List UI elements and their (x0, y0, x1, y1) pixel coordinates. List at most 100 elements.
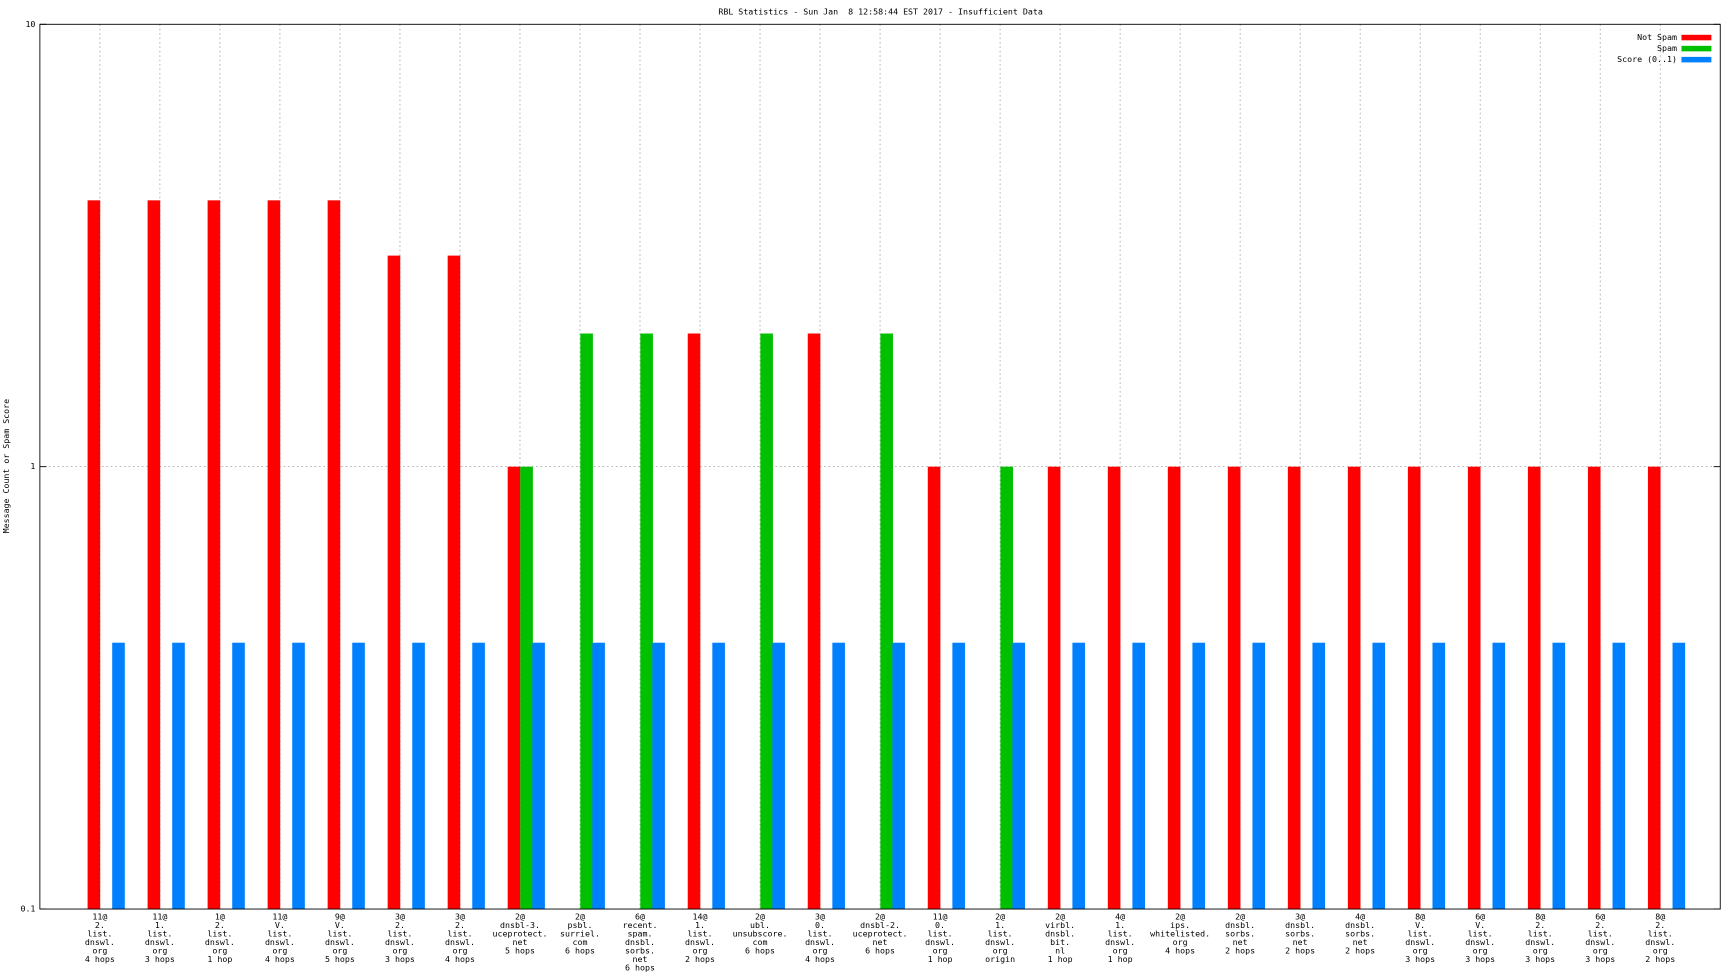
x-tick-label: whitelisted. (1150, 928, 1210, 938)
x-tick-label: 4 hops (1165, 945, 1195, 955)
x-tick-label: 2@ (875, 911, 885, 921)
bar (1432, 642, 1446, 910)
x-tick-label: dnswl. (1645, 937, 1675, 947)
x-tick-label: 2@ (995, 911, 1005, 921)
bar (1587, 466, 1601, 910)
bar (147, 200, 161, 910)
bar (352, 642, 365, 910)
x-tick-label: 11@ (272, 911, 287, 921)
x-tick-label: 5 hops (505, 945, 535, 955)
bar (292, 642, 305, 910)
x-tick-label: 2 hops (1345, 945, 1375, 955)
bar (652, 642, 665, 910)
x-tick-label: 2@ (1235, 911, 1245, 921)
y-tick-label: 10 (25, 19, 35, 29)
legend-label: Spam (1657, 43, 1677, 53)
x-tick-label: 14@ (693, 911, 708, 921)
bar (532, 642, 545, 910)
x-tick-label: nl (1055, 945, 1065, 955)
x-tick-label: org (1533, 945, 1548, 955)
x-tick-label: 2 hops (685, 954, 715, 964)
x-tick-label: 5 hops (325, 954, 355, 964)
bar (1047, 466, 1061, 910)
bar (640, 333, 653, 910)
x-tick-label: list. (447, 928, 472, 938)
x-tick-label: V. (1415, 920, 1425, 930)
x-tick-label: 3 hops (1585, 954, 1615, 964)
x-tick-label: org (813, 945, 828, 955)
x-tick-label: ips. (1170, 920, 1190, 930)
x-tick-label: dnswl. (265, 937, 295, 947)
x-tick-label: 4 hops (805, 954, 835, 964)
bar (1000, 466, 1013, 910)
x-tick-label: 6@ (1475, 911, 1485, 921)
x-tick-label: dnsbl. (625, 937, 655, 947)
bar (507, 466, 521, 910)
x-tick-label: list. (1108, 928, 1133, 938)
x-tick-label: 4 hops (445, 954, 475, 964)
x-tick-label: net (873, 937, 888, 947)
x-tick-label: 1 hop (1048, 954, 1073, 964)
x-tick-label: list. (808, 928, 833, 938)
x-tick-label: net (1233, 937, 1248, 947)
x-tick-label: list. (1588, 928, 1613, 938)
x-tick-label: ubl. (750, 920, 770, 930)
x-tick-label: 2. (215, 920, 225, 930)
x-tick-label: list. (1528, 928, 1553, 938)
x-tick-label: 8@ (1535, 911, 1545, 921)
x-tick-label: net (1353, 937, 1368, 947)
x-tick-label: dnswl. (805, 937, 835, 947)
bar (267, 200, 281, 910)
x-tick-label: org (993, 945, 1008, 955)
x-tick-label: dnswl. (445, 937, 475, 947)
x-tick-label: org (1593, 945, 1608, 955)
chart-title: RBL Statistics - Sun Jan 8 12:58:44 EST … (718, 7, 1043, 17)
x-tick-label: list. (928, 928, 953, 938)
x-tick-label: dnsbl. (1225, 920, 1255, 930)
x-tick-label: 2. (1535, 920, 1545, 930)
x-tick-label: dnsbl. (1345, 920, 1375, 930)
x-tick-label: 6@ (635, 911, 645, 921)
y-axis-label: Message Count or Spam Score (1, 399, 11, 533)
x-tick-label: list. (327, 928, 352, 938)
x-tick-label: dnswl. (385, 937, 415, 947)
x-tick-label: net (1293, 937, 1308, 947)
bar (807, 333, 821, 910)
x-tick-label: dnswl. (1525, 937, 1555, 947)
x-tick-label: 1 hop (928, 954, 953, 964)
x-tick-label: 8@ (1655, 911, 1665, 921)
x-tick-label: 1. (155, 920, 165, 930)
x-tick-label: 11@ (933, 911, 948, 921)
x-tick-label: 8@ (1415, 911, 1425, 921)
bar (1552, 642, 1566, 910)
x-tick-label: net (633, 954, 648, 964)
legend-label: Score (0..1) (1617, 54, 1677, 64)
bar (952, 642, 965, 910)
x-tick-label: 2 hops (1645, 954, 1675, 964)
x-tick-label: list. (147, 928, 172, 938)
bar (712, 642, 725, 910)
bar (1072, 642, 1086, 910)
x-tick-label: dnswl. (205, 937, 235, 947)
x-tick-label: V. (335, 920, 345, 930)
x-tick-label: 3 hops (385, 954, 415, 964)
bar (1647, 466, 1661, 910)
y-tick-label: 0.1 (20, 904, 35, 914)
bar (760, 333, 773, 910)
bar (87, 200, 101, 910)
x-tick-label: 1 hop (207, 954, 232, 964)
x-tick-label: com (753, 937, 768, 947)
bar (1312, 642, 1326, 910)
x-tick-label: 2@ (515, 911, 525, 921)
bar (1252, 642, 1266, 910)
x-tick-label: 3@ (815, 911, 825, 921)
x-tick-label: list. (988, 928, 1013, 938)
bar (1132, 642, 1146, 910)
legend-swatch (1681, 45, 1712, 52)
bar (1227, 466, 1241, 910)
x-tick-label: org (1113, 945, 1128, 955)
x-tick-label: 2 hops (1225, 945, 1255, 955)
bar (1107, 466, 1121, 910)
x-tick-label: dnswl. (1585, 937, 1615, 947)
bar (1467, 466, 1481, 910)
